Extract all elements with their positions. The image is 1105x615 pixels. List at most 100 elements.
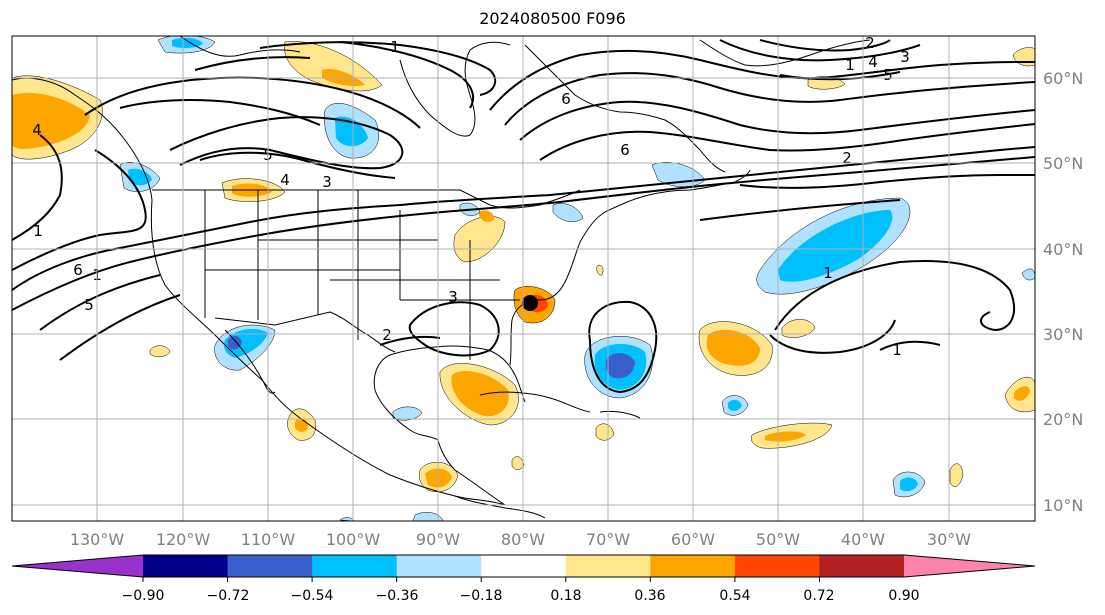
contour-label: 1 <box>390 38 400 56</box>
contour-8 <box>199 151 396 179</box>
contour-17 <box>539 123 1035 161</box>
colorbar-tick-label: 0.54 <box>719 588 750 604</box>
colorbar-tick-label: −0.36 <box>376 588 419 604</box>
contour-12 <box>339 41 475 109</box>
lat-label: 60°N <box>1043 69 1083 88</box>
coastline-labrador <box>524 44 726 173</box>
lon-label: 30°W <box>927 530 971 549</box>
colorbar <box>11 554 1036 582</box>
contour-label: 6 <box>620 141 630 159</box>
shade-positive-carib-small <box>511 456 525 470</box>
coastline-cuba <box>479 391 591 413</box>
contour-label: 6 <box>73 261 83 279</box>
shade-negative-bottom <box>412 512 444 521</box>
colorbar-extend-max <box>904 555 1035 577</box>
contour-2 <box>12 156 1035 311</box>
shade-positive-pacific-small <box>149 345 171 357</box>
latitude-labels: 60°N 50°N 40°N 30°N 20°N 10°N <box>1043 69 1083 515</box>
contour-11 <box>259 41 497 96</box>
shade-positive-offshore-small <box>596 264 604 276</box>
coastline-ca-islands <box>179 36 301 57</box>
lon-label: 110°W <box>241 530 296 549</box>
shade-negative-northeast <box>552 203 584 223</box>
anomaly-shading <box>12 36 1035 521</box>
colorbar-tick-label: 0.18 <box>550 588 581 604</box>
coastline-hudson <box>399 41 511 137</box>
map-frame <box>11 35 1036 522</box>
lon-label: 80°W <box>501 530 545 549</box>
shade-positive-atlantic-orange-core <box>706 329 760 366</box>
contour-label: 1 <box>823 264 833 282</box>
colorbar-tick-label: −0.72 <box>207 588 250 604</box>
colorbar-segment <box>481 555 567 577</box>
lon-label: 120°W <box>156 530 211 549</box>
lon-label: 70°W <box>586 530 630 549</box>
shade-negative-hudson-core <box>335 116 368 147</box>
contour-label: 6 <box>561 90 571 108</box>
coastline-gulf <box>373 345 526 506</box>
contour-7 <box>169 116 404 170</box>
contour-label: 3 <box>900 48 910 66</box>
border-us-mexico <box>214 311 396 353</box>
coastline-west <box>12 77 506 506</box>
shade-positive-canada <box>284 41 383 92</box>
coastline-baja <box>224 329 276 394</box>
map-title: 2024080500 F096 <box>479 9 626 28</box>
contour-label: 1 <box>33 222 43 240</box>
shade-negative-south-atl-core <box>900 477 918 492</box>
shade-negative-atlantic-core <box>778 210 893 282</box>
contour-24 <box>774 259 1015 332</box>
contour-label: 2 <box>865 34 875 52</box>
shade-negative-bahamas-inner <box>605 353 635 379</box>
lon-label: 60°W <box>671 530 715 549</box>
contour-label: 4 <box>32 121 42 139</box>
longitude-labels: 130°W 120°W 110°W 100°W 90°W 80°W 70°W 6… <box>70 530 971 549</box>
contour-1 <box>12 146 1035 291</box>
colorbar-segment <box>143 555 229 577</box>
border-us-canada <box>152 189 581 209</box>
colorbar-segment <box>227 555 313 577</box>
shade-positive-gulf-core <box>451 370 509 417</box>
lat-label: 50°N <box>1043 154 1083 173</box>
contour-16 <box>519 100 1035 141</box>
shade-negative-east-edge <box>1021 268 1035 281</box>
contour-20 <box>779 71 901 81</box>
coastline-hispaniola <box>599 410 641 419</box>
contour-22 <box>379 335 441 346</box>
contour-3 <box>12 134 63 241</box>
shade-positive-atl-elongated-core <box>765 431 806 442</box>
contour-label: 2 <box>382 326 392 344</box>
lon-label: 90°W <box>416 530 460 549</box>
contour-6 <box>59 294 181 361</box>
contour-15 <box>504 72 1035 126</box>
colorbar-tick-label: 0.36 <box>634 588 665 604</box>
contour-18 <box>719 39 921 62</box>
contour-10 <box>119 99 321 126</box>
contour-14 <box>489 49 1035 111</box>
colorbar-tick-label: 0.72 <box>803 588 834 604</box>
shade-negative-atl-small-core <box>728 399 742 411</box>
shade-negative-baja-inner <box>228 336 242 350</box>
colorbar-tick-label: 0.90 <box>888 588 919 604</box>
contour-13 <box>194 56 311 71</box>
shade-positive-alaska-core <box>12 92 90 149</box>
colorbar-segment <box>312 555 398 577</box>
lat-label: 30°N <box>1043 325 1083 344</box>
contour-label: 1 <box>892 341 902 359</box>
contour-label: 3 <box>448 288 458 306</box>
lon-label: 100°W <box>326 530 381 549</box>
colorbar-tick-label: −0.54 <box>291 588 334 604</box>
states-grid <box>204 190 520 360</box>
lon-label: 130°W <box>70 530 125 549</box>
lat-label: 20°N <box>1043 410 1083 429</box>
contour-26 <box>879 340 941 351</box>
tropical-cyclone-marker <box>522 295 538 311</box>
lat-label: 10°N <box>1043 496 1083 515</box>
shade-positive-ohio-core <box>478 210 495 222</box>
contour-23 <box>588 300 658 394</box>
coastline-central-america <box>454 495 546 519</box>
contour-label: 5 <box>84 296 94 314</box>
gridlines <box>12 36 1035 521</box>
colorbar-segment <box>650 555 736 577</box>
contour-25 <box>769 319 896 354</box>
